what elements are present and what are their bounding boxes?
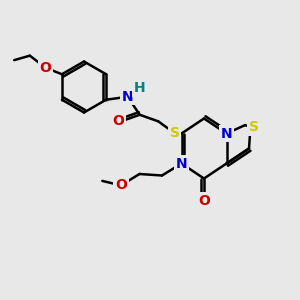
- Text: N: N: [122, 90, 134, 104]
- Text: O: O: [198, 194, 210, 208]
- Text: O: O: [112, 114, 124, 128]
- Text: S: S: [248, 120, 259, 134]
- Text: O: O: [40, 61, 51, 75]
- Text: N: N: [176, 157, 187, 170]
- Text: O: O: [115, 178, 127, 192]
- Text: H: H: [134, 81, 146, 95]
- Text: S: S: [170, 126, 180, 140]
- Text: N: N: [221, 127, 232, 140]
